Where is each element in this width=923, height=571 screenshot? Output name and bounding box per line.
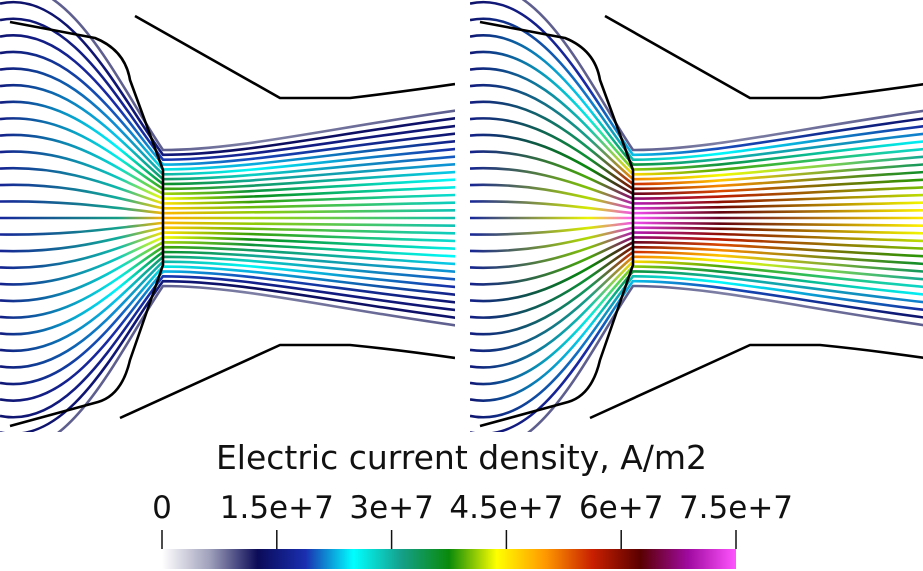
streamline (0, 67, 455, 176)
streamline (470, 221, 923, 236)
streamline (470, 0, 923, 157)
streamline (470, 34, 923, 166)
streamline (470, 226, 923, 253)
streamline (470, 67, 923, 176)
streamline (470, 83, 923, 181)
colorbar-tick-label: 0 (152, 490, 172, 526)
streamline (0, 270, 455, 402)
boundary-outline (479, 20, 635, 428)
streamline (0, 83, 455, 181)
streamline (470, 17, 923, 162)
streamline (470, 133, 923, 196)
streamline (0, 274, 455, 419)
streamline (470, 150, 923, 200)
streamline (0, 240, 455, 303)
colorbar-tick-label: 6e+7 (579, 490, 664, 526)
streamline (0, 17, 455, 162)
streamline (0, 166, 455, 205)
streamline (0, 260, 455, 369)
streamline (470, 117, 923, 191)
streamline (0, 34, 455, 166)
streamline (0, 0, 455, 157)
colorbar-legend: 0 1.5e+7 3e+7 4.5e+7 6e+7 7.5e+7 (152, 490, 793, 569)
legend-title: Electric current density, A/m2 (215, 438, 708, 477)
streamline (470, 231, 923, 270)
boundary-outline (119, 343, 455, 420)
boundary-outline (9, 20, 165, 428)
streamline (0, 150, 455, 200)
streamline (0, 279, 455, 432)
streamline (0, 133, 455, 196)
streamline (526, 284, 923, 432)
streamline (51, 0, 455, 152)
streamline (0, 200, 455, 215)
streamline (470, 260, 923, 369)
streamline (0, 250, 455, 336)
streamline (0, 221, 455, 236)
streamline (470, 236, 923, 286)
streamline (470, 166, 923, 205)
boundary-outline (589, 343, 923, 420)
streamline (0, 245, 455, 319)
right-panel (470, 0, 923, 432)
colorbar-ticks: 0 1.5e+7 3e+7 4.5e+7 6e+7 7.5e+7 (152, 490, 793, 549)
streamline (470, 279, 923, 432)
streamline (0, 236, 455, 286)
boundary-outline (604, 14, 923, 100)
streamline (0, 183, 455, 210)
colorbar-tick-label: 1.5e+7 (220, 490, 334, 526)
streamline (0, 226, 455, 253)
streamline (470, 270, 923, 402)
colorbar-tick-label: 3e+7 (349, 490, 434, 526)
streamline (0, 255, 455, 353)
colorbar-tick-label: 4.5e+7 (449, 490, 563, 526)
boundary-outline (134, 14, 455, 100)
streamline (470, 274, 923, 419)
streamline (0, 231, 455, 270)
streamline (470, 200, 923, 215)
streamline (470, 245, 923, 319)
streamline (0, 100, 455, 186)
colorbar (162, 549, 736, 569)
left-panel (0, 0, 455, 432)
streamline (521, 0, 923, 152)
streamline (470, 250, 923, 336)
streamline (470, 100, 923, 186)
streamline (56, 284, 455, 432)
streamline (470, 183, 923, 210)
colorbar-tick-label: 7.5e+7 (679, 490, 793, 526)
streamline (470, 255, 923, 353)
streamline (470, 240, 923, 303)
streamline (0, 117, 455, 191)
